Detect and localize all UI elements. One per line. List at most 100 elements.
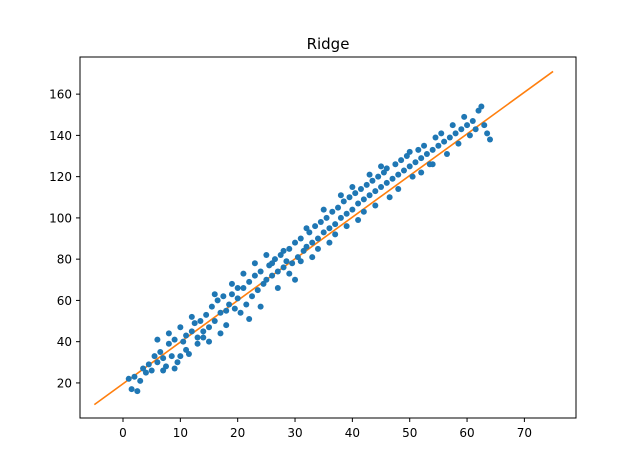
data-point-1 xyxy=(128,386,135,393)
data-point-98 xyxy=(406,163,413,170)
data-point-90 xyxy=(383,179,390,186)
data-point-80 xyxy=(355,200,362,207)
data-point-20 xyxy=(183,332,190,339)
data-point-158 xyxy=(257,303,264,310)
data-point-130 xyxy=(286,270,293,277)
data-point-73 xyxy=(335,204,342,211)
data-point-81 xyxy=(357,186,364,193)
data-point-64 xyxy=(309,239,316,246)
data-point-56 xyxy=(286,245,293,252)
data-point-25 xyxy=(197,318,204,325)
data-point-121 xyxy=(472,126,479,133)
data-point-37 xyxy=(231,305,238,312)
x-axis: 0 10 20 30 40 50 60 70 xyxy=(119,418,532,440)
data-point-92 xyxy=(389,175,396,182)
data-point-3 xyxy=(134,388,141,395)
data-point-115 xyxy=(455,140,462,147)
data-point-11 xyxy=(157,348,164,355)
data-point-68 xyxy=(320,229,327,236)
data-point-66 xyxy=(314,235,321,242)
data-point-62 xyxy=(303,243,310,250)
data-point-38 xyxy=(234,295,241,302)
data-point-139 xyxy=(337,192,344,199)
data-point-167 xyxy=(171,336,178,343)
data-point-24 xyxy=(194,334,201,341)
data-point-42 xyxy=(246,278,253,285)
x-tick-label-30: 30 xyxy=(287,426,302,440)
y-tick-label-80: 80 xyxy=(57,253,72,267)
data-point-125 xyxy=(484,130,491,137)
chart-title: Ridge xyxy=(307,35,350,53)
data-point-150 xyxy=(418,169,425,176)
data-point-126 xyxy=(486,136,493,143)
data-point-88 xyxy=(378,183,385,190)
data-point-154 xyxy=(211,291,218,298)
data-point-86 xyxy=(372,188,379,195)
data-point-29 xyxy=(208,303,215,310)
x-tick-label-40: 40 xyxy=(345,426,360,440)
y-tick-label-140: 140 xyxy=(49,129,72,143)
data-point-100 xyxy=(412,159,419,166)
data-point-54 xyxy=(280,264,287,271)
data-point-118 xyxy=(464,122,471,129)
data-point-101 xyxy=(415,146,422,153)
data-point-128 xyxy=(274,285,281,292)
data-point-4 xyxy=(137,377,144,384)
data-point-155 xyxy=(200,334,207,341)
data-point-140 xyxy=(343,223,350,230)
data-point-58 xyxy=(292,239,299,246)
data-point-131 xyxy=(292,276,299,283)
y-tick-label-120: 120 xyxy=(49,170,72,184)
data-point-136 xyxy=(320,206,327,213)
data-point-152 xyxy=(234,285,241,292)
data-point-169 xyxy=(154,336,161,343)
data-point-19 xyxy=(180,338,187,345)
data-point-67 xyxy=(317,219,324,226)
data-point-31 xyxy=(214,297,221,304)
data-point-57 xyxy=(289,260,296,267)
data-point-106 xyxy=(429,146,436,153)
data-point-23 xyxy=(191,320,198,327)
data-point-91 xyxy=(386,194,393,201)
data-point-111 xyxy=(443,150,450,157)
data-point-145 xyxy=(372,202,379,209)
data-point-50 xyxy=(269,272,276,279)
data-point-96 xyxy=(400,167,407,174)
y-tick-label-60: 60 xyxy=(57,294,72,308)
data-point-14 xyxy=(165,340,172,347)
data-point-148 xyxy=(395,186,402,193)
y-tick-label-40: 40 xyxy=(57,335,72,349)
data-point-160 xyxy=(263,252,270,259)
data-point-103 xyxy=(421,142,428,149)
data-point-120 xyxy=(469,117,476,124)
data-point-43 xyxy=(249,293,256,300)
data-point-135 xyxy=(314,245,321,252)
data-point-117 xyxy=(461,113,468,120)
data-point-78 xyxy=(349,206,356,213)
data-point-75 xyxy=(340,198,347,205)
data-point-39 xyxy=(237,309,244,316)
data-point-32 xyxy=(217,309,224,316)
data-point-108 xyxy=(435,142,442,149)
data-point-45 xyxy=(254,287,261,294)
data-point-6 xyxy=(142,369,149,376)
data-point-40 xyxy=(240,285,247,292)
data-point-74 xyxy=(337,214,344,221)
x-tick-label-20: 20 xyxy=(230,426,245,440)
data-point-110 xyxy=(441,138,448,145)
data-point-27 xyxy=(203,311,210,318)
data-point-28 xyxy=(206,324,213,331)
data-point-82 xyxy=(360,196,367,203)
data-point-132 xyxy=(297,258,304,265)
data-point-87 xyxy=(375,173,382,180)
data-point-17 xyxy=(174,359,181,366)
x-tick-label-0: 0 xyxy=(119,426,127,440)
y-tick-label-160: 160 xyxy=(49,88,72,102)
data-point-147 xyxy=(383,165,390,172)
y-axis: 20 40 60 80 100 120 140 160 xyxy=(49,88,80,390)
data-point-15 xyxy=(168,353,175,360)
data-point-48 xyxy=(263,276,270,283)
data-point-7 xyxy=(145,361,152,368)
scatter-points xyxy=(125,103,493,395)
